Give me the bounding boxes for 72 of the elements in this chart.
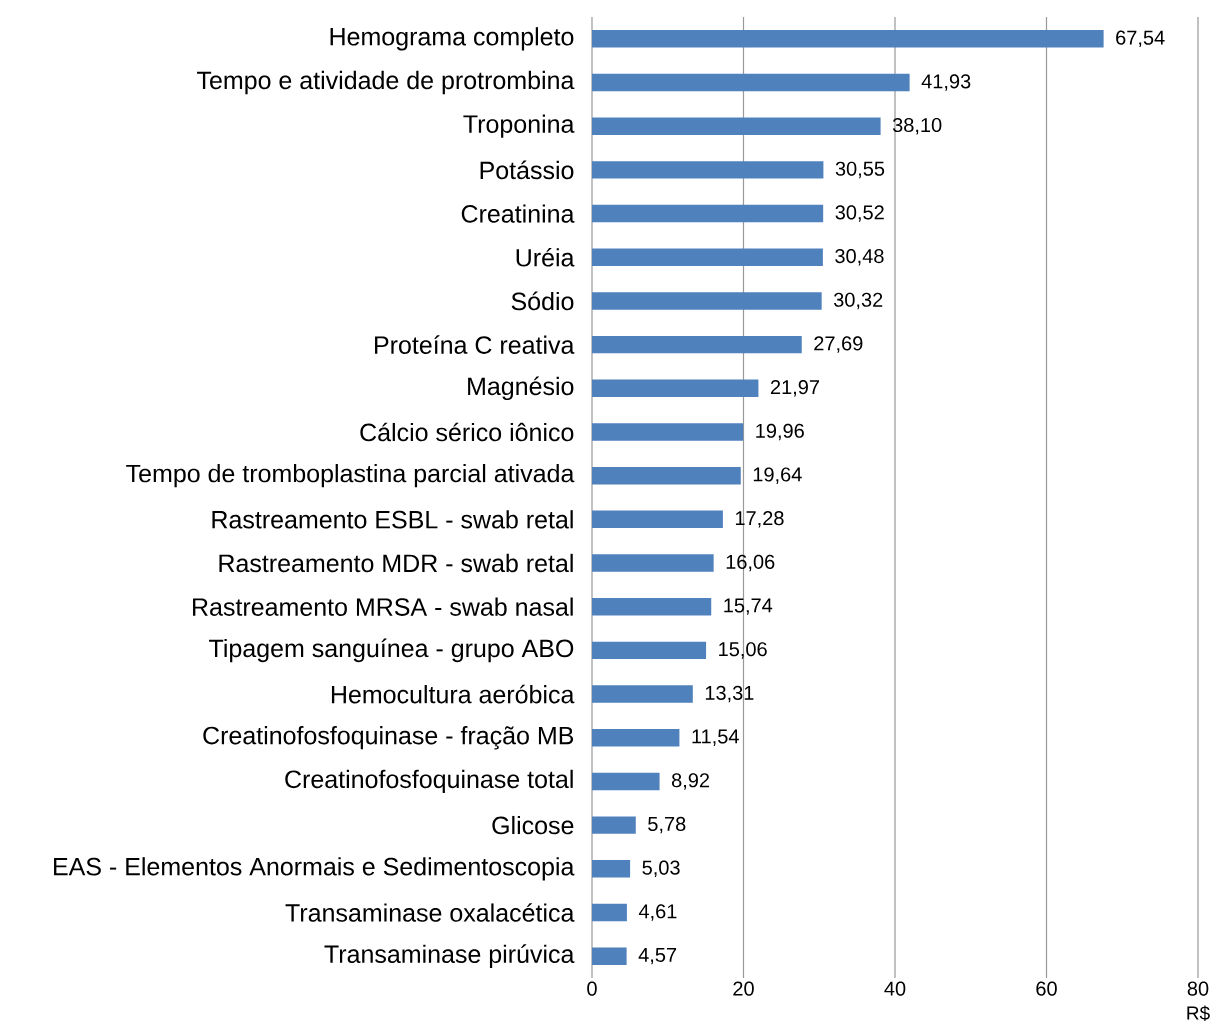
y-tick-label: Proteína C reativa	[375, 335, 575, 354]
data-label: 5,03	[642, 860, 680, 878]
data-label: 30,32	[833, 292, 883, 310]
y-tick-label: EAS - Elementos Anormais e Sedimentoscopia	[54, 857, 575, 881]
bar	[592, 685, 693, 703]
data-label: 8,92	[671, 773, 710, 790]
y-tick-label: Creatinina	[461, 204, 575, 223]
data-label: 4,57	[638, 948, 677, 965]
data-label: 16,06	[726, 554, 775, 572]
bar	[592, 729, 680, 747]
data-label: 17,28	[735, 511, 784, 528]
bar	[592, 554, 714, 572]
bar	[592, 510, 723, 529]
y-tick-label: Tempo e atividade de protrombina	[197, 70, 575, 95]
y-tick-label: Uréia	[516, 247, 575, 267]
bar	[592, 860, 631, 878]
y-tick-label: Transaminase pirúvica	[324, 944, 575, 968]
bar	[592, 597, 712, 616]
data-label: 13,31	[705, 685, 754, 703]
bar	[592, 423, 744, 441]
data-label: 5,78	[648, 816, 686, 834]
bar	[592, 292, 822, 310]
bar	[592, 30, 1104, 48]
y-tick-label: Rastreamento MRSA - swab nasal	[193, 597, 573, 616]
x-tick-label: 60	[1036, 981, 1057, 996]
y-tick-label: Troponina	[463, 114, 575, 138]
bar	[592, 772, 660, 791]
y-tick-label: Hemograma completo	[330, 27, 574, 51]
x-axis-title: R$	[1187, 1005, 1210, 1021]
bar	[592, 816, 636, 834]
y-tick-label: Creatinofosfoquinase total	[285, 769, 573, 794]
y-tick-label: Potássio	[480, 160, 574, 180]
y-tick-label: Magnésio	[468, 376, 574, 401]
bar	[592, 947, 627, 965]
data-label: 19,96	[756, 423, 804, 441]
bar	[592, 903, 627, 922]
y-tick-label: Sódio	[511, 291, 574, 311]
data-label: 15,06	[719, 642, 767, 659]
y-tick-label: Rastreamento MDR - swab retal	[219, 553, 573, 573]
bar	[592, 117, 881, 135]
x-tick-label: 80	[1187, 981, 1209, 996]
data-label: 15,74	[724, 598, 773, 615]
data-label: 30,52	[835, 205, 884, 222]
data-label: 11,54	[692, 729, 739, 746]
bar	[592, 641, 707, 660]
data-label: 67,54	[1116, 30, 1165, 48]
y-tick-label: Rastreamento ESBL - swab retal	[212, 510, 573, 529]
x-tick-label: 20	[733, 981, 754, 996]
data-label: 30,55	[835, 161, 885, 179]
bar	[592, 73, 910, 92]
bar	[592, 204, 824, 223]
y-tick-label: Glicose	[492, 815, 574, 835]
y-tick-label: Tipagem sanguínea - grupo ABO	[209, 638, 574, 663]
bar	[592, 161, 824, 179]
y-tick-label: Hemocultura aeróbica	[331, 684, 575, 704]
bar	[592, 466, 741, 485]
bar	[592, 335, 802, 354]
data-label: 41,93	[921, 74, 971, 91]
y-tick-label: Transaminase oxalacética	[285, 903, 575, 922]
data-label: 30,48	[835, 248, 884, 266]
x-tick-label: 40	[884, 981, 906, 996]
y-tick-label: Cálcio sérico iônico	[360, 422, 574, 442]
data-label: 4,61	[638, 904, 677, 921]
data-label: 38,10	[892, 117, 942, 135]
y-tick-label: Creatinofosfoquinase - fração MB	[203, 726, 574, 750]
bar	[592, 379, 759, 398]
bar	[592, 248, 823, 266]
data-label: 21,97	[770, 380, 819, 397]
data-label: 19,64	[753, 467, 802, 484]
y-tick-label: Tempo de tromboplastina parcial ativada	[126, 464, 575, 488]
x-tick-label: 0	[587, 981, 597, 996]
data-label: 27,69	[814, 336, 863, 353]
